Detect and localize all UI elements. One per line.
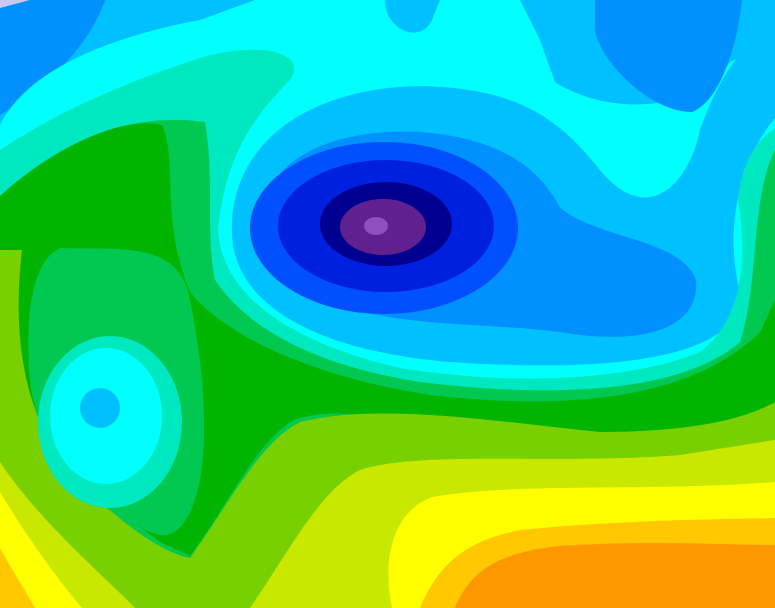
- low-center: [364, 217, 388, 235]
- gold-left-region: [0, 548, 35, 608]
- top-left-lavender-patch: [0, 0, 30, 8]
- top-right-blue-region: [595, 0, 742, 112]
- orange-region: [455, 543, 775, 608]
- top-left-blue-region: [0, 0, 105, 115]
- yellow-left-region: [0, 492, 82, 608]
- left-light-blue-core: [80, 388, 120, 428]
